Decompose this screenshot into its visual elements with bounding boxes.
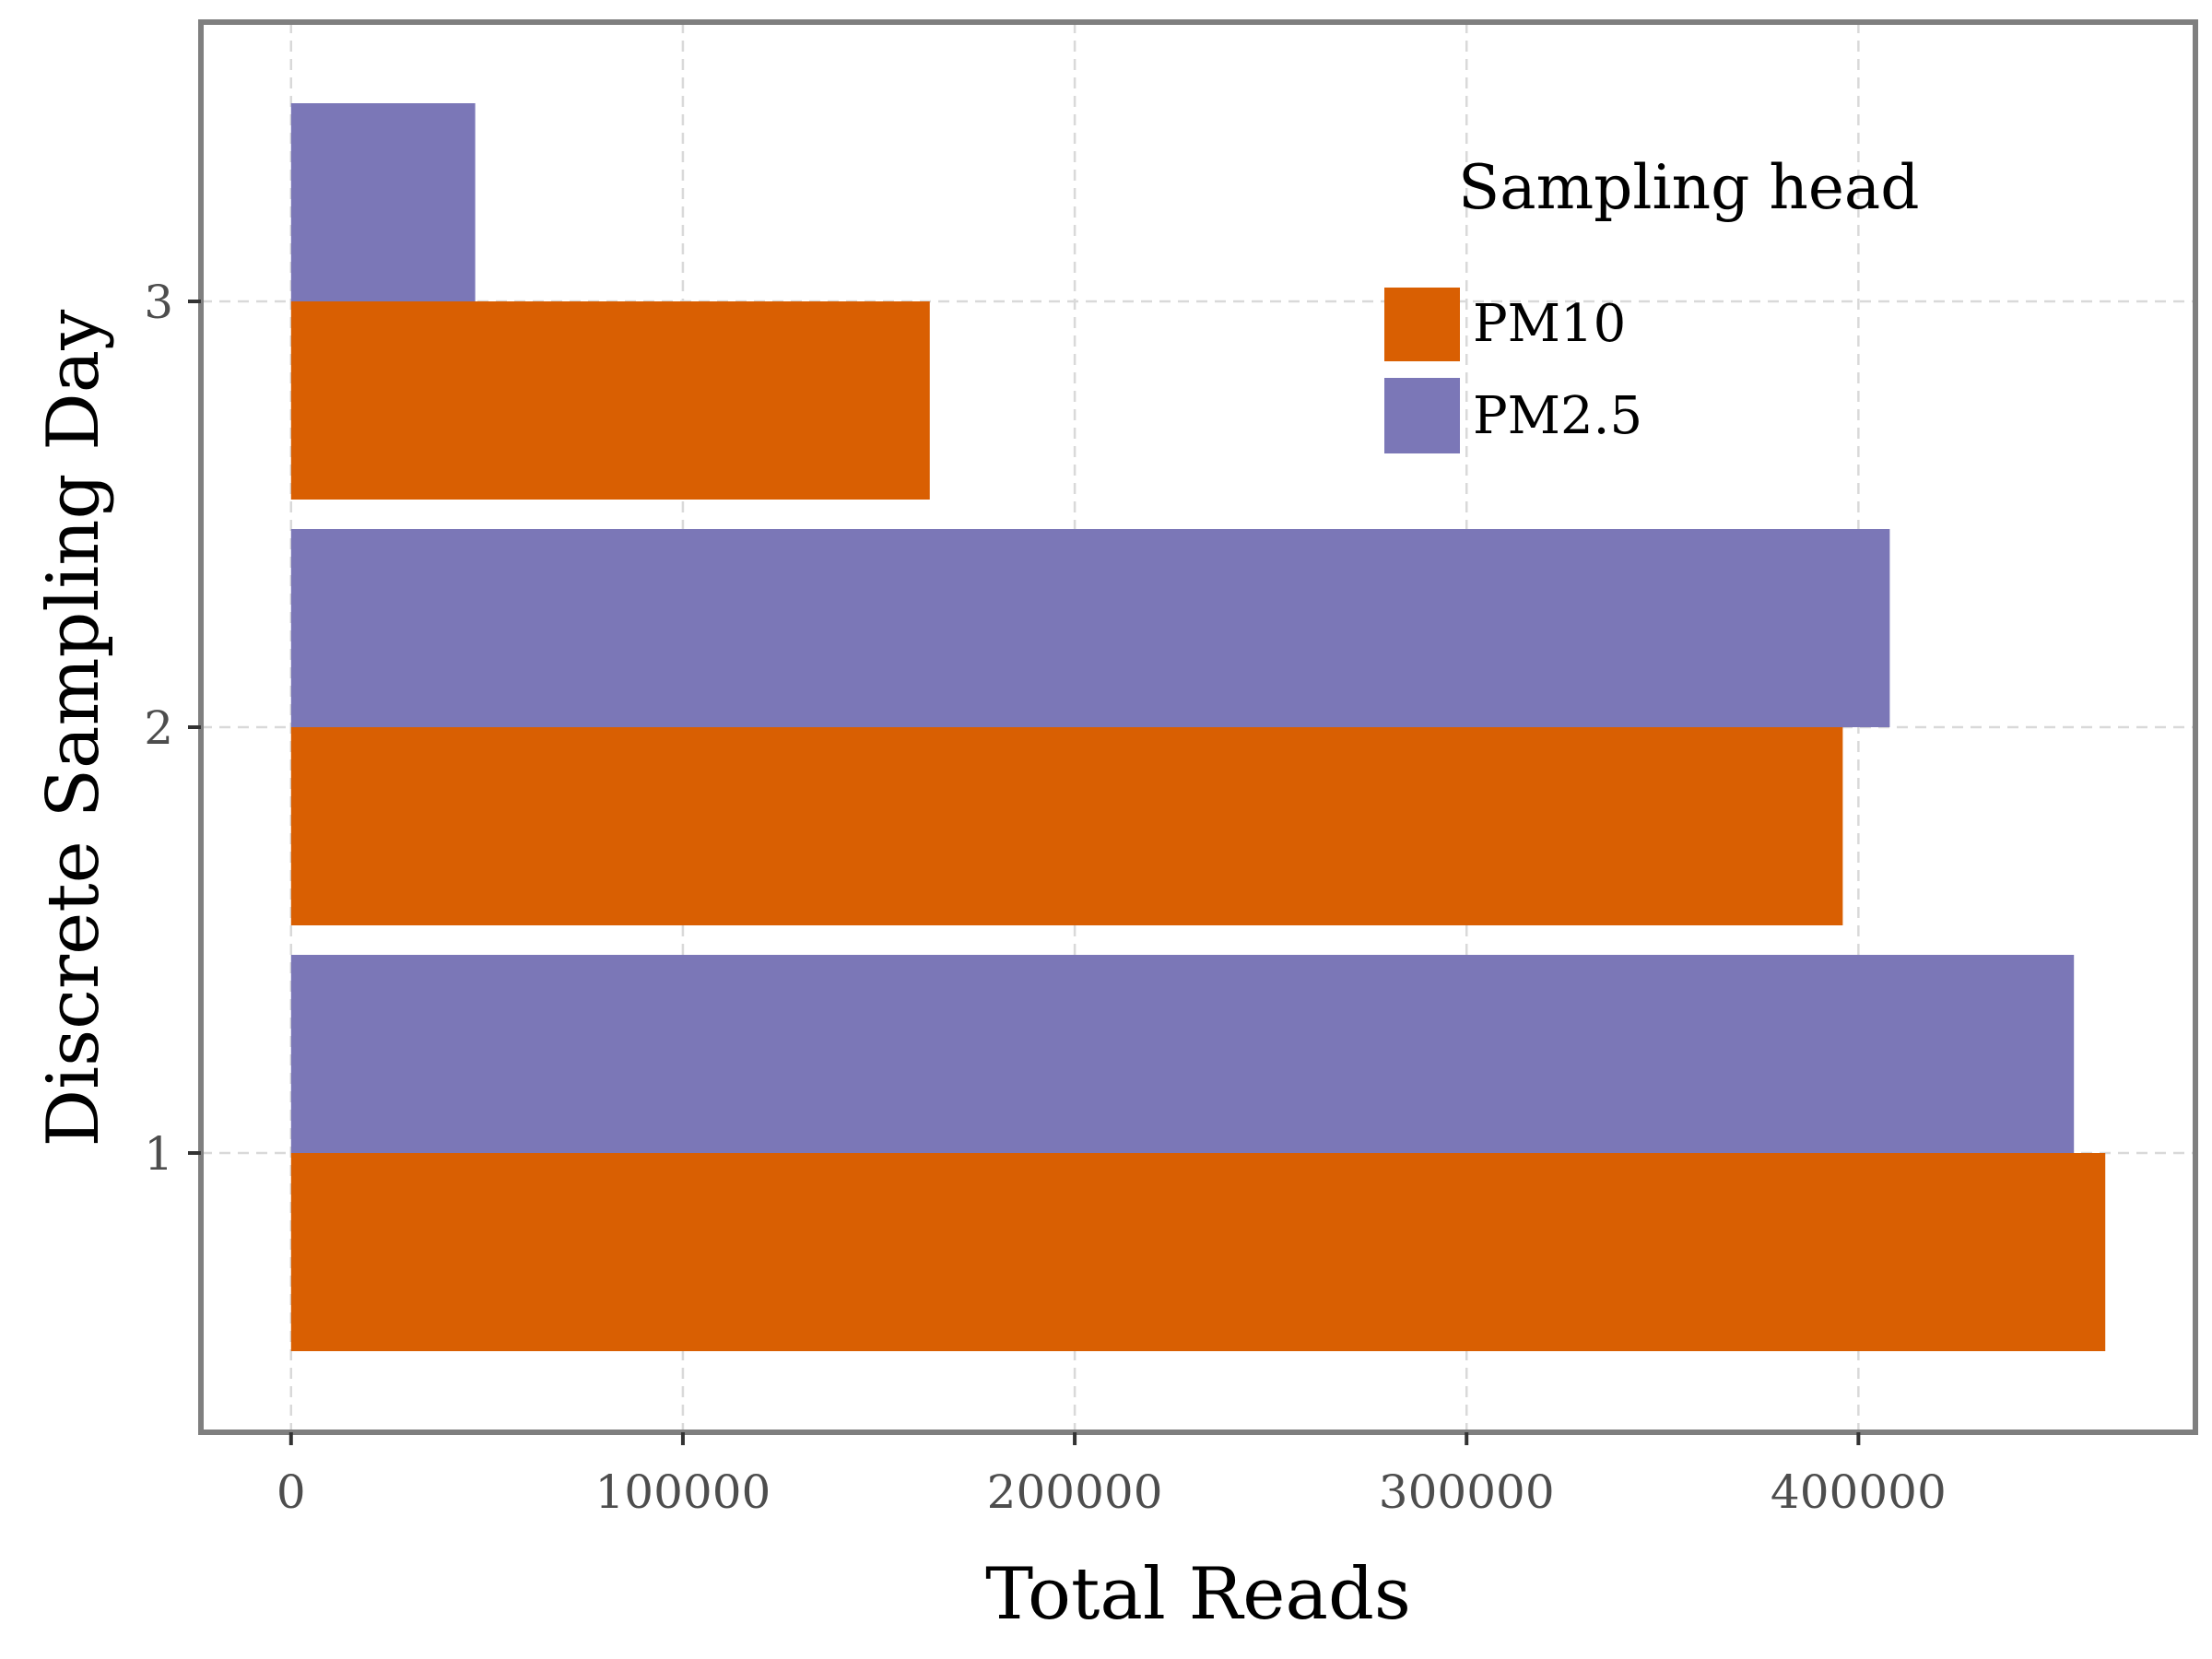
y-tick-label: 2: [144, 701, 173, 755]
y-axis-title: Discrete Sampling Day: [32, 310, 115, 1147]
bar-pm10-day-3: [290, 301, 930, 500]
x-tick-label: 0: [276, 1465, 306, 1519]
tick-labels: 0 100000 200000 300000 400000 1 2 3: [144, 276, 1947, 1519]
bar-pm2-5-day-3: [290, 103, 476, 301]
axis-ticks: [188, 300, 1861, 1445]
x-tick-label: 200000: [987, 1465, 1163, 1519]
x-tick-label: 300000: [1379, 1465, 1555, 1519]
legend-label-pm10: PM10: [1473, 294, 1626, 354]
legend: Sampling head PM10 PM2.5: [1384, 152, 1920, 453]
x-tick-label: 400000: [1771, 1465, 1947, 1519]
bar-pm10-day-2: [290, 727, 1843, 925]
y-tick-label: 3: [144, 276, 173, 329]
bar-pm2-5-day-2: [290, 529, 1890, 727]
bars: [290, 103, 2106, 1351]
legend-swatch-pm10: [1384, 288, 1460, 361]
x-tick-label: 100000: [594, 1465, 771, 1519]
legend-title: Sampling head: [1458, 152, 1920, 223]
x-axis-title: Total Reads: [985, 1553, 1411, 1636]
bar-pm10-day-1: [290, 1153, 2106, 1351]
y-tick-label: 1: [144, 1127, 173, 1181]
bar-pm2-5-day-1: [290, 955, 2075, 1153]
legend-swatch-pm2-5: [1384, 378, 1460, 453]
legend-label-pm2-5: PM2.5: [1473, 386, 1642, 446]
